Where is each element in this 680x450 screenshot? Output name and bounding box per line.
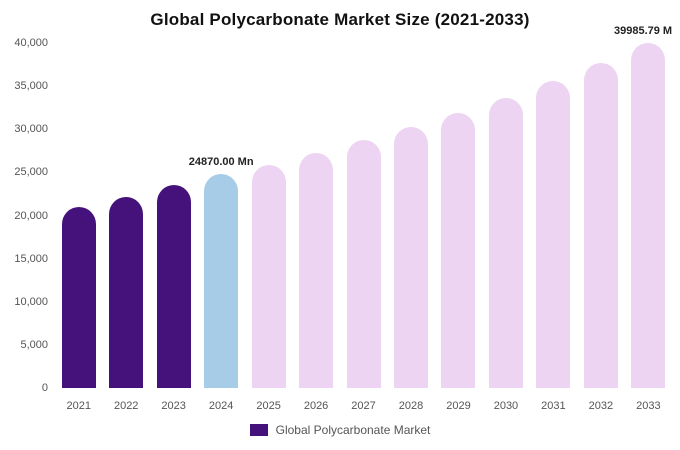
x-axis-label: 2021	[66, 400, 91, 412]
legend-swatch	[249, 424, 268, 436]
y-axis-tick-label: 25,000	[14, 166, 48, 179]
bar-slot-2031: 2031	[530, 43, 577, 412]
bar-2030[interactable]	[488, 97, 523, 388]
y-axis-tick-label: 15,000	[14, 252, 48, 265]
bar-2029[interactable]	[441, 112, 476, 388]
bar-slot-2024: 2024 24870.00 Mn	[189, 43, 254, 413]
bar-2021[interactable]	[61, 206, 96, 388]
x-axis-label: 2031	[541, 400, 566, 412]
bar-slot-2027: 2027	[340, 43, 387, 412]
bar-2026[interactable]	[299, 152, 334, 388]
bar-2033[interactable]	[631, 43, 666, 388]
legend-label: Global Polycarbonate Market	[275, 423, 431, 437]
y-axis: 0 5,000 10,000 15,000 20,000 25,000 30,000 35,0…	[0, 37, 48, 394]
bar-slot-2023: 2023	[150, 43, 197, 412]
x-axis-label: 2030	[493, 400, 519, 412]
bar-2032[interactable]	[583, 62, 618, 388]
chart-title: Global Polycarbonate Market Size (2021-2…	[150, 10, 530, 29]
bar-slot-2030: 2030	[482, 43, 529, 412]
y-axis-tick-label: 5,000	[20, 338, 48, 351]
bar-slot-2022: 2022	[102, 43, 149, 412]
y-axis-tick-label: 35,000	[14, 80, 48, 93]
legend-item[interactable]: Global Polycarbonate Market	[249, 423, 431, 437]
x-axis-label: 2033	[636, 400, 661, 412]
bars: 2021 2022 2023 2024 24870.00 Mn 2025 2026 2027 2…	[55, 25, 672, 413]
bar-2027[interactable]	[346, 140, 381, 388]
x-axis-label: 2023	[161, 400, 186, 412]
bar-slot-2032: 2032	[577, 43, 624, 412]
y-axis-tick-label: 30,000	[14, 123, 48, 136]
bar-slot-2033: 2033 39985.79 M	[614, 25, 672, 412]
bar-2024[interactable]	[204, 173, 239, 388]
x-axis-label: 2024	[208, 400, 234, 412]
y-axis-tick-label: 20,000	[14, 209, 48, 222]
legend: Global Polycarbonate Market	[0, 423, 680, 437]
bar-value-label: 39985.79 M	[613, 25, 673, 38]
bar-slot-2029: 2029	[435, 43, 482, 412]
bar-2031[interactable]	[536, 80, 571, 388]
x-axis-label: 2025	[256, 400, 281, 412]
bar-slot-2028: 2028	[387, 43, 434, 412]
bar-2025[interactable]	[251, 164, 286, 388]
x-axis-label: 2029	[446, 400, 471, 412]
x-axis-label: 2022	[113, 400, 139, 412]
y-axis-tick-label: 40,000	[14, 37, 48, 49]
y-axis-tick-label: 0	[41, 382, 48, 394]
bar-2022[interactable]	[109, 197, 144, 388]
y-axis-tick-label: 10,000	[14, 295, 48, 308]
x-axis-label: 2027	[351, 400, 376, 412]
bar-2023[interactable]	[156, 185, 191, 388]
bar-slot-2026: 2026	[292, 43, 339, 412]
bar-2028[interactable]	[394, 126, 429, 388]
plot-area: 2021 2022 2023 2024 24870.00 Mn 2025 2026 2027 2…	[55, 25, 672, 413]
bar-value-label: 24870.00 Mn	[188, 155, 254, 168]
x-axis-label: 2032	[588, 400, 614, 412]
x-axis-label: 2028	[398, 400, 424, 412]
bar-slot-2025: 2025	[245, 43, 292, 412]
x-axis-label: 2026	[303, 400, 329, 412]
bar-slot-2021: 2021	[55, 43, 102, 412]
